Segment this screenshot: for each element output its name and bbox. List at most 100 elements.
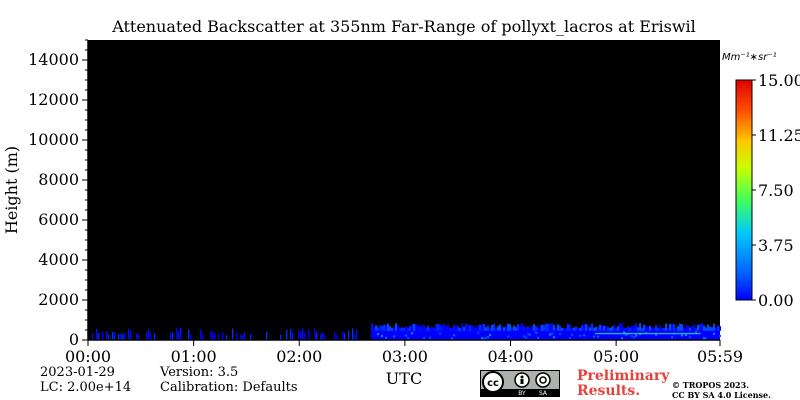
signal-texture (425, 328, 428, 331)
x-tick-label: 01:00 (171, 347, 217, 366)
signal-speckle (393, 335, 396, 338)
signal-texture (411, 323, 414, 331)
signal-column (292, 332, 294, 340)
signal-speckle (553, 336, 556, 339)
signal-texture (585, 324, 588, 331)
signal-column (354, 334, 356, 340)
signal-texture (661, 328, 664, 331)
cc-by-label: BY (518, 390, 526, 396)
signal-column (130, 330, 132, 340)
signal-texture (541, 324, 544, 331)
signal-texture (635, 323, 638, 331)
signal-texture (615, 327, 618, 331)
signal-texture (431, 326, 434, 331)
signal-texture (629, 327, 632, 331)
signal-column (334, 332, 336, 340)
signal-texture (475, 327, 478, 331)
signal-texture (407, 328, 410, 331)
x-tick-label: 03:00 (382, 347, 428, 366)
signal-column (176, 328, 178, 340)
signal-texture (685, 325, 688, 331)
signal-texture (589, 327, 592, 331)
signal-texture (393, 327, 396, 331)
signal-column (290, 328, 292, 340)
signal-texture (523, 326, 526, 331)
signal-texture (563, 328, 566, 331)
y-axis: 0 2000 4000 6000 8000 10000 12000 14000 (28, 39, 89, 349)
signal-column (200, 329, 202, 340)
signal-texture (485, 327, 488, 331)
signal-column (120, 333, 122, 340)
signal-texture (605, 325, 608, 331)
signal-texture (679, 323, 682, 331)
signal-texture (491, 324, 494, 331)
signal-column (178, 330, 180, 340)
signal-speckle (559, 332, 562, 335)
signal-texture (453, 324, 456, 331)
signal-texture (379, 325, 382, 331)
signal-column (222, 332, 224, 340)
signal-texture (473, 326, 476, 331)
signal-texture (665, 323, 668, 331)
signal-column (148, 329, 150, 340)
signal-texture (471, 325, 474, 331)
signal-speckle (411, 332, 414, 335)
signal-column (108, 334, 110, 340)
signal-texture (637, 327, 640, 331)
signal-texture (441, 325, 444, 331)
signal-column (214, 333, 216, 340)
signal-speckle (487, 335, 490, 338)
signal-texture (395, 323, 398, 331)
x-tick-label: 00:00 (65, 347, 111, 366)
signal-texture (619, 323, 622, 331)
signal-column (240, 334, 242, 340)
signal-column (128, 328, 130, 340)
signal-texture (671, 324, 674, 331)
signal-texture (437, 323, 440, 331)
signal-texture (533, 324, 536, 331)
signal-texture (389, 326, 392, 331)
signal-texture (669, 323, 672, 331)
signal-texture (641, 328, 644, 331)
x-tick-label: 04:00 (487, 347, 533, 366)
calibration-text: Calibration: Defaults (160, 380, 298, 395)
signal-speckle (719, 334, 722, 337)
signal-texture (529, 328, 532, 331)
signal-speckle (439, 332, 442, 335)
signal-texture (483, 323, 486, 331)
signal-column (124, 332, 126, 340)
signal-texture (537, 327, 540, 331)
signal-texture (507, 323, 510, 331)
signal-column (266, 331, 268, 340)
signal-texture (385, 325, 388, 331)
signal-texture (591, 323, 594, 331)
signal-texture (699, 324, 702, 331)
signal-column (98, 333, 100, 340)
signal-texture (603, 325, 606, 331)
plot-area (88, 40, 720, 340)
signal-speckle (483, 337, 486, 340)
signal-texture (667, 328, 670, 331)
signal-speckle (551, 332, 554, 335)
signal-column (96, 328, 98, 340)
signal-texture (677, 326, 680, 331)
signal-texture (501, 327, 504, 331)
signal-texture (419, 326, 422, 331)
signal-column (308, 329, 310, 340)
signal-speckle (385, 336, 388, 339)
signal-texture (489, 328, 492, 331)
signal-texture (691, 325, 694, 331)
signal-texture (429, 328, 432, 331)
signal-texture (657, 328, 660, 331)
signal-texture (517, 324, 520, 331)
signal-texture (711, 327, 714, 331)
signal-column (324, 335, 326, 340)
signal-speckle (523, 335, 526, 338)
signal-texture (547, 323, 550, 331)
signal-column (114, 332, 116, 340)
preliminary-label: Preliminary (577, 368, 670, 384)
signal-column (250, 334, 252, 340)
signal-column (316, 332, 318, 340)
colorbar-unit: Mm⁻¹∗sr⁻¹ (722, 52, 777, 63)
signal-texture (693, 324, 696, 331)
